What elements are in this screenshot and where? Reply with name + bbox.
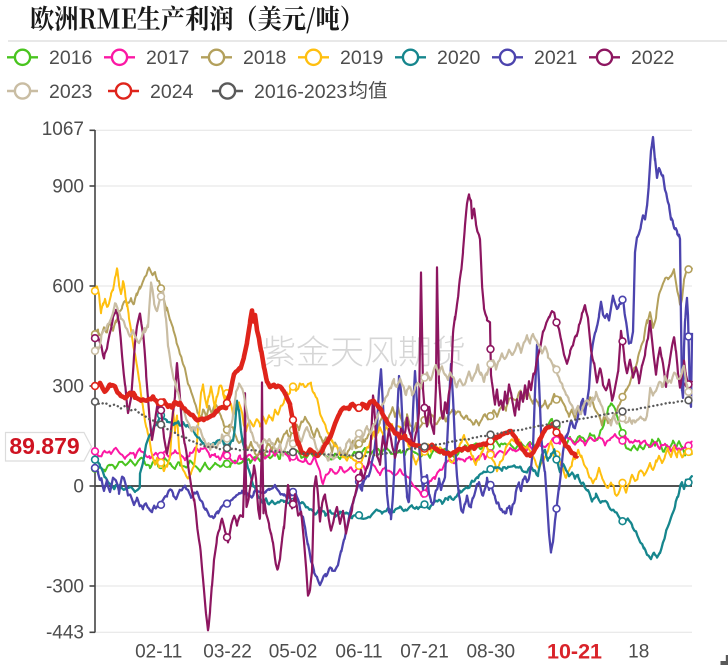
- svg-text:08-30: 08-30: [466, 642, 515, 663]
- svg-text:2021: 2021: [534, 47, 577, 69]
- svg-text:1067: 1067: [42, 119, 84, 140]
- svg-text:600: 600: [52, 277, 84, 298]
- svg-text:2023: 2023: [49, 81, 92, 103]
- svg-text:03-22: 03-22: [203, 642, 252, 663]
- svg-text:2016: 2016: [49, 47, 92, 69]
- svg-text:0: 0: [73, 477, 84, 498]
- svg-text:02-11: 02-11: [135, 642, 182, 663]
- svg-text:06-11: 06-11: [335, 642, 382, 663]
- svg-text:2022: 2022: [631, 47, 674, 69]
- svg-text:10-21: 10-21: [547, 639, 602, 663]
- svg-text:89.879: 89.879: [9, 433, 79, 459]
- svg-text:2020: 2020: [437, 47, 481, 69]
- svg-text:2019: 2019: [340, 47, 383, 69]
- svg-text:2024: 2024: [150, 81, 194, 103]
- svg-text:2017: 2017: [146, 47, 189, 69]
- svg-text:300: 300: [52, 377, 84, 398]
- svg-text:18: 18: [628, 642, 649, 663]
- svg-text:2016-2023: 2016-2023: [254, 81, 347, 103]
- svg-text:05-02: 05-02: [269, 642, 318, 663]
- svg-text:2018: 2018: [243, 47, 286, 69]
- svg-text:-443: -443: [46, 623, 84, 644]
- svg-text:07-21: 07-21: [400, 642, 449, 663]
- svg-text:900: 900: [52, 177, 84, 198]
- svg-text:-300: -300: [46, 577, 84, 598]
